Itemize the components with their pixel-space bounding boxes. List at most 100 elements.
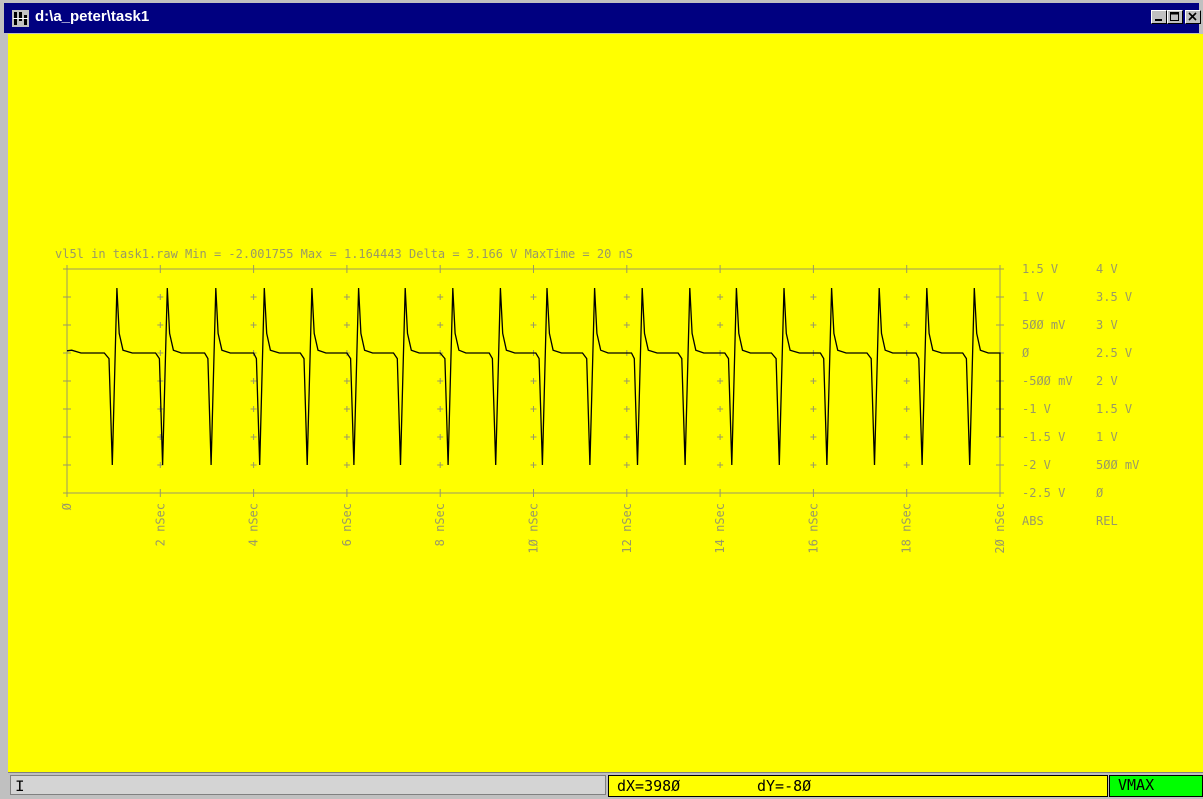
grid-cross (343, 434, 350, 440)
grid-cross (717, 378, 724, 384)
grid-cross (437, 462, 444, 468)
x-tick-label: 12 nSec (620, 503, 634, 554)
grid-cross (903, 378, 910, 384)
status-message-pane: I (10, 775, 606, 796)
grid-cross (437, 434, 444, 440)
minimize-icon (1155, 19, 1162, 21)
grid-cross (157, 294, 164, 300)
dx-readout: dX=398Ø (617, 777, 681, 795)
y-rel-tick-label: 1.5 V (1096, 402, 1132, 416)
rel-label: REL (1096, 514, 1118, 528)
y-abs-tick-label: -2 V (1022, 458, 1051, 472)
grid-cross (717, 434, 724, 440)
grid-cross (717, 294, 724, 300)
x-tick-label: 8 nSec (433, 503, 447, 546)
grid-cross (810, 378, 817, 384)
grid-cross (343, 378, 350, 384)
y-axis: 1.5 V 4 V 1 V 3.5 V 5ØØ mV 3 V Ø 2.5 V -5ØØ mV 2 … (63, 262, 1139, 500)
grid-cross (343, 294, 350, 300)
grid-cross (250, 322, 257, 328)
title-bar[interactable]: d:\a_peter\task1 (4, 3, 1201, 33)
grid-cross (530, 462, 537, 468)
grid-cross (530, 322, 537, 328)
x-tick-label: 16 nSec (806, 503, 820, 554)
abs-label: ABS (1022, 514, 1044, 528)
grid-cross (903, 322, 910, 328)
y-rel-tick-label: 4 V (1096, 262, 1118, 276)
x-tick-label: 4 nSec (247, 503, 261, 546)
grid-cross (903, 406, 910, 412)
x-tick-label: 18 nSec (900, 503, 914, 554)
grid-cross (530, 378, 537, 384)
grid-cross (810, 294, 817, 300)
grid-cross (250, 406, 257, 412)
y-rel-tick-label: 3 V (1096, 318, 1118, 332)
y-abs-tick-label: Ø (1022, 346, 1030, 360)
waveform-trace (66, 287, 1001, 466)
maximize-icon (1170, 12, 1179, 21)
x-tick-label: 2Ø nSec (993, 503, 1007, 554)
y-rel-tick-label: 3.5 V (1096, 290, 1132, 304)
dy-readout: dY=-8Ø (757, 777, 812, 795)
close-button[interactable] (1185, 10, 1201, 24)
grid-cross (903, 462, 910, 468)
grid-cross (530, 406, 537, 412)
x-tick-label: 1Ø nSec (527, 503, 541, 554)
maximize-button[interactable] (1167, 10, 1183, 24)
grid-cross (437, 406, 444, 412)
grid-cross (623, 406, 630, 412)
y-abs-tick-label: -1.5 V (1022, 430, 1065, 444)
y-abs-tick-label: -5ØØ mV (1022, 374, 1073, 388)
grid-cross (810, 322, 817, 328)
cursor-delta-pane: dX=398Ø dY=-8Ø (608, 775, 1108, 797)
grid-cross (810, 462, 817, 468)
app-icon[interactable] (12, 10, 29, 27)
plot-area[interactable]: vl5l in task1.raw Min = -2.001755 Max = … (8, 34, 1203, 772)
y-rel-tick-label: 5ØØ mV (1096, 458, 1139, 472)
grid-cross (250, 378, 257, 384)
grid-cross (437, 378, 444, 384)
grid-cross (623, 378, 630, 384)
y-abs-tick-label: -1 V (1022, 402, 1051, 416)
y-abs-tick-label: 5ØØ mV (1022, 318, 1065, 332)
grid-cross (903, 294, 910, 300)
x-tick-label: 2 nSec (153, 503, 167, 546)
grid-cross (343, 462, 350, 468)
grid-cross (157, 322, 164, 328)
grid-cross (810, 434, 817, 440)
grid-cross (717, 406, 724, 412)
y-abs-tick-label: 1.5 V (1022, 262, 1058, 276)
y-rel-tick-label: 2.5 V (1096, 346, 1132, 360)
plot-header: vl5l in task1.raw Min = -2.001755 Max = … (55, 247, 633, 261)
grid-cross (717, 462, 724, 468)
status-bar: I dX=398Ø dY=-8Ø VMAX (8, 772, 1203, 799)
grid-cross (903, 434, 910, 440)
window-title: d:\a_peter\task1 (35, 8, 150, 25)
grid-cross (250, 294, 257, 300)
grid-cross (437, 294, 444, 300)
grid-cross (623, 462, 630, 468)
grid-cross (623, 294, 630, 300)
grid-cross (250, 462, 257, 468)
y-abs-tick-label: -2.5 V (1022, 486, 1065, 500)
close-icon (1188, 12, 1197, 21)
x-tick-label: 14 nSec (713, 503, 727, 554)
grid-cross (343, 322, 350, 328)
grid-cross (530, 294, 537, 300)
x-tick-label: 6 nSec (340, 503, 354, 546)
y-abs-tick-label: 1 V (1022, 290, 1044, 304)
y-rel-tick-label: 2 V (1096, 374, 1118, 388)
grid-cross (623, 322, 630, 328)
x-tick-label: Ø (60, 502, 74, 510)
grid-cross (717, 322, 724, 328)
waveform-plot[interactable]: vl5l in task1.raw Min = -2.001755 Max = … (8, 34, 1203, 772)
text-cursor-icon: I (15, 778, 25, 796)
mode-indicator[interactable]: VMAX (1109, 775, 1203, 797)
grid-cross (250, 434, 257, 440)
grid-cross (530, 434, 537, 440)
grid-cross (437, 322, 444, 328)
minimize-button[interactable] (1151, 10, 1167, 24)
grid-cross (810, 406, 817, 412)
x-axis: Ø 2 nSec 4 nSec 6 nSec 8 nSec 1Ø nSec 12 nSec 1… (60, 265, 1007, 554)
